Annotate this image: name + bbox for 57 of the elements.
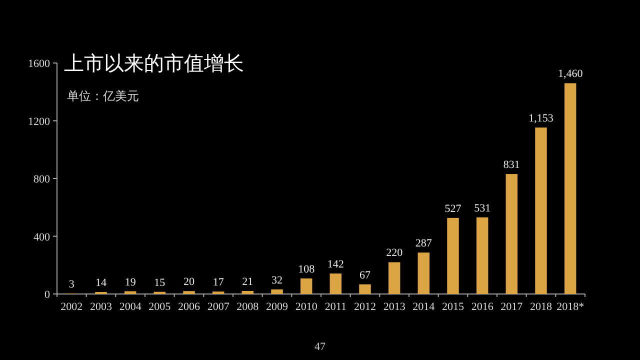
x-tick-label: 2006 xyxy=(178,301,200,313)
data-label: 21 xyxy=(242,276,254,288)
bar xyxy=(330,274,342,294)
bar xyxy=(476,217,488,294)
bar xyxy=(388,262,400,294)
data-label: 527 xyxy=(444,202,462,215)
data-label: 67 xyxy=(360,269,371,282)
x-tick-label: 2013 xyxy=(383,301,406,313)
x-tick-label: 2004 xyxy=(119,301,142,313)
bar xyxy=(242,290,254,294)
x-tick-label: 2014 xyxy=(412,301,436,313)
data-label: 531 xyxy=(474,202,491,214)
x-tick-label: 2009 xyxy=(266,301,288,313)
data-label: 14 xyxy=(96,276,107,289)
x-tick-label: 2015 xyxy=(442,301,464,313)
data-label: 220 xyxy=(386,247,404,260)
bar xyxy=(183,291,195,294)
bar xyxy=(418,252,430,294)
x-tick-label: 2018 xyxy=(530,301,552,313)
x-tick-label: 2008 xyxy=(236,301,260,313)
data-label: 19 xyxy=(124,276,136,288)
y-tick-label: 400 xyxy=(34,231,50,244)
bar xyxy=(535,128,547,294)
x-tick-label: 2007 xyxy=(207,301,230,313)
x-tick-label: 2005 xyxy=(148,301,172,313)
chart-title: 上市以来的市值增长 xyxy=(64,53,244,75)
y-tick-label: 0 xyxy=(44,289,50,301)
x-tick-label: 2012 xyxy=(354,301,376,313)
bar xyxy=(359,284,371,294)
y-tick-label: 1200 xyxy=(28,116,50,128)
x-tick-label: 2011 xyxy=(324,301,346,313)
text: 47 xyxy=(314,341,326,353)
x-tick-label: 2018* xyxy=(556,301,584,313)
data-label: 3 xyxy=(68,278,75,291)
y-tick-label: 800 xyxy=(34,174,50,186)
text: 单位：亿美元 xyxy=(67,89,139,103)
data-label: 32 xyxy=(272,274,282,286)
x-tick-label: 2003 xyxy=(90,301,112,313)
data-label: 20 xyxy=(184,276,195,288)
bar xyxy=(506,174,518,294)
bar xyxy=(564,83,576,294)
data-label: 108 xyxy=(298,263,316,276)
data-label: 142 xyxy=(327,258,344,270)
x-tick-label: 2016 xyxy=(471,301,494,313)
x-tick-label: 2017 xyxy=(500,301,524,313)
bar xyxy=(300,278,312,294)
data-label: 1,153 xyxy=(528,112,554,125)
bar xyxy=(271,289,283,294)
data-label: 831 xyxy=(503,159,520,172)
data-label: 15 xyxy=(154,276,166,289)
x-tick-label: 2010 xyxy=(295,301,318,313)
data-label: 17 xyxy=(212,276,224,289)
data-label: 287 xyxy=(415,238,432,250)
y-tick-label: 1600 xyxy=(28,58,50,70)
data-label: 1,460 xyxy=(558,68,584,80)
x-tick-label: 2002 xyxy=(60,301,83,313)
bar xyxy=(447,218,459,294)
